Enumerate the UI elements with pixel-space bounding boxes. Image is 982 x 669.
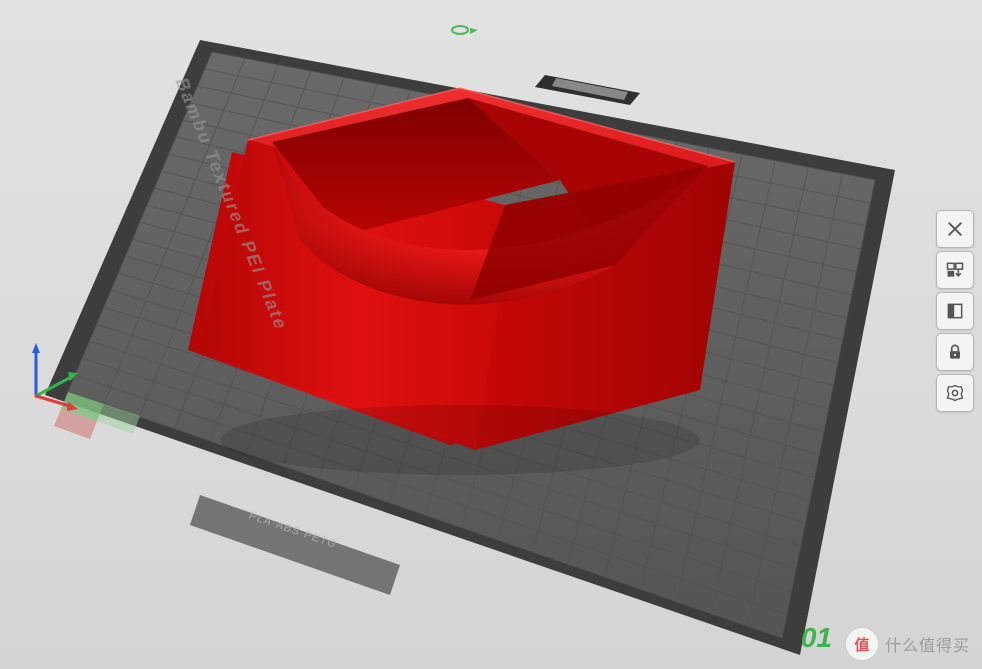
settings-icon [945,383,965,403]
lock-icon [945,342,965,362]
plate-orient-button[interactable] [936,292,974,330]
orient-icon [945,301,965,321]
arrange-icon [945,260,965,280]
scene-svg: Bambu Textured PEI Plate PLA·ABS·PETG [0,0,982,669]
watermark-badge: 值 [845,627,879,661]
watermark: 值 什么值得买 [845,627,970,661]
plate-toolbar [936,210,974,412]
plate-arrange-button[interactable] [936,251,974,289]
plate-lock-button[interactable] [936,333,974,371]
plate-settings-button[interactable] [936,374,974,412]
rotate-gizmo[interactable] [452,26,478,34]
plate-number: 01 [801,622,832,654]
axis-indicator [18,341,88,411]
close-icon [945,219,965,239]
plate-close-button[interactable] [936,210,974,248]
watermark-text: 什么值得买 [885,632,970,656]
slicer-viewport[interactable]: Bambu Textured PEI Plate PLA·ABS·PETG [0,0,982,669]
